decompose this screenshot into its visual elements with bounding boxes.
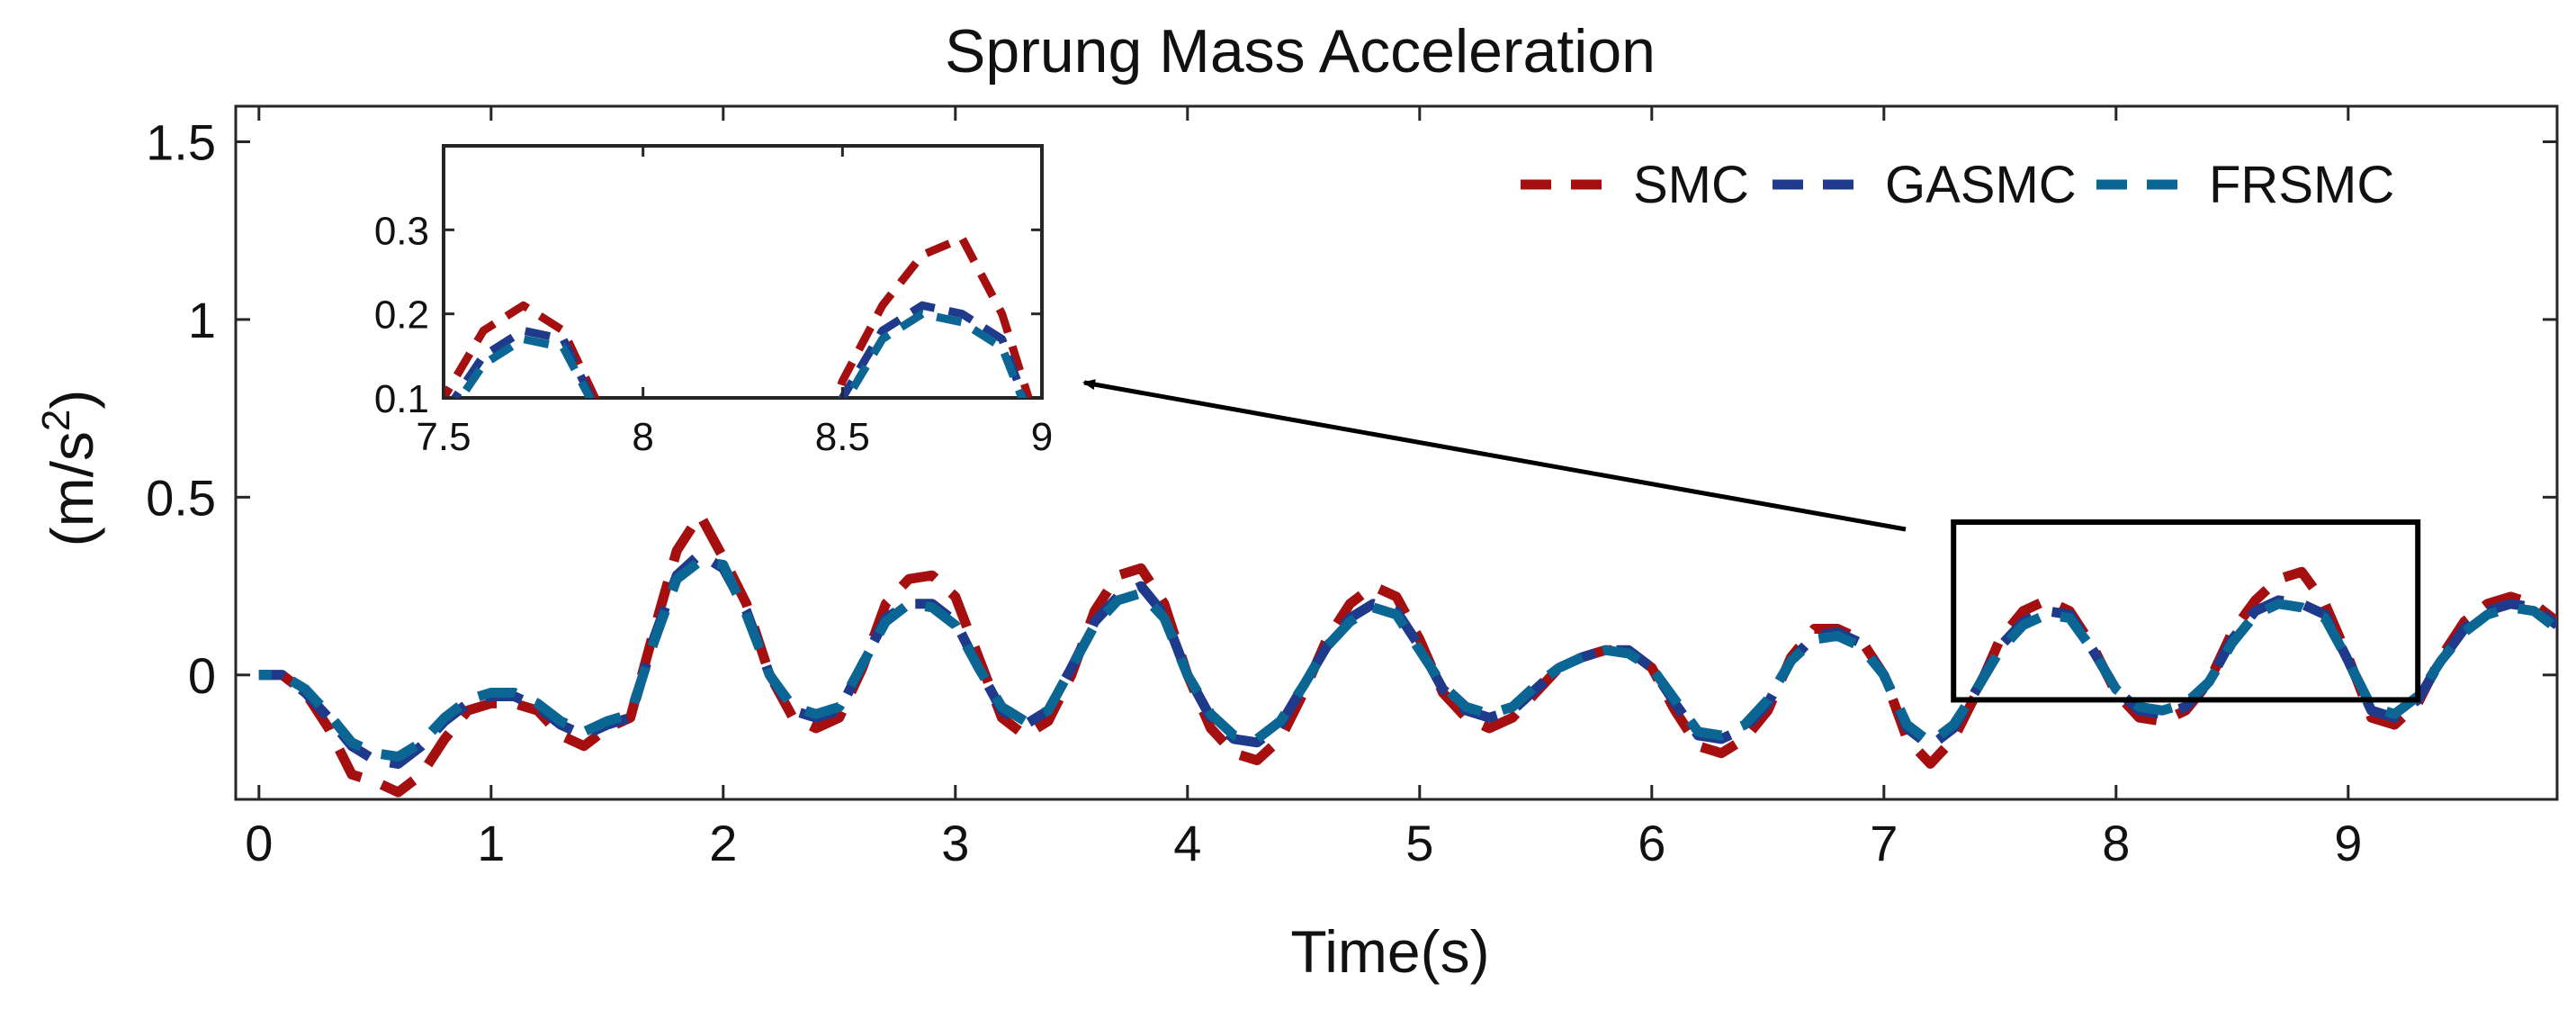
inset-y-tick-label: 0.3 [374, 209, 429, 253]
y-tick-label: 1 [188, 292, 216, 348]
inset-x-tick-label: 8.5 [815, 415, 870, 459]
x-tick-label: 3 [941, 815, 969, 871]
y-tick-label: 0.5 [146, 469, 216, 526]
x-tick-label: 4 [1173, 815, 1201, 871]
legend-label-frsmc: FRSMC [2209, 156, 2394, 214]
x-tick-label: 0 [245, 815, 273, 871]
inset-y-tick-label: 0.1 [374, 377, 429, 421]
x-axis-label: Time(s) [1290, 918, 1489, 985]
y-axis-label-exponent: 2 [34, 410, 78, 431]
y-tick-label: 0 [188, 647, 216, 704]
legend: SMC GASMC FRSMC [1521, 156, 2394, 214]
x-tick-label: 6 [1638, 815, 1665, 871]
y-axis-label-base: (m/s [39, 431, 105, 546]
x-tick-label: 9 [2334, 815, 2362, 871]
chart-title: Sprung Mass Acceleration [945, 17, 1656, 86]
inset-x-tick-label: 9 [1031, 415, 1053, 459]
x-tick-label: 1 [477, 815, 505, 871]
inset-x-tick-label: 7.5 [416, 415, 471, 459]
y-axis-label-close: ) [39, 390, 105, 410]
inset-plot-area [444, 146, 1042, 398]
sprung-mass-acceleration-chart: Sprung Mass Acceleration 0 1 2 3 4 5 6 7 8 9 0 0.5… [0, 0, 2576, 1010]
legend-label-smc: SMC [1633, 156, 1749, 214]
x-tick-label: 7 [1870, 815, 1898, 871]
y-axis-label: (m/s2) [34, 390, 105, 547]
x-tick-label: 5 [1405, 815, 1433, 871]
y-tick-label: 1.5 [146, 113, 216, 170]
x-tick-label: 8 [2102, 815, 2130, 871]
inset-x-tick-label: 8 [632, 415, 653, 459]
legend-label-gasmc: GASMC [1885, 156, 2077, 214]
x-tick-label: 2 [709, 815, 737, 871]
inset-y-tick-label: 0.2 [374, 293, 429, 338]
